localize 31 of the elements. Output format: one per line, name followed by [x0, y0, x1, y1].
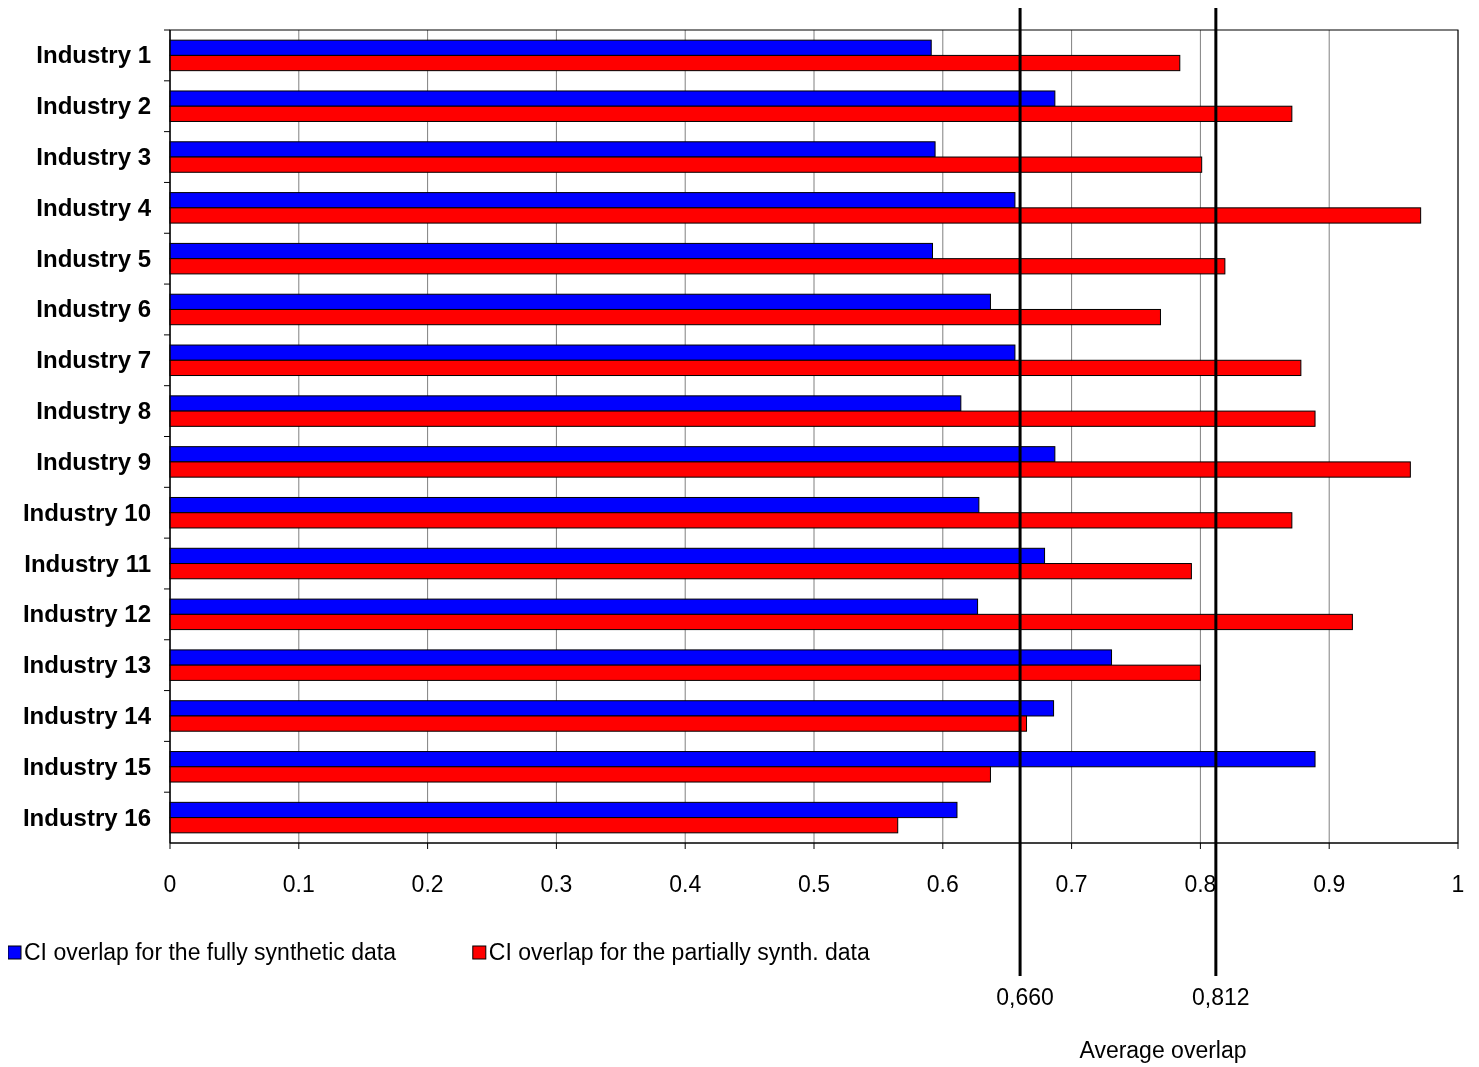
y-tick-label: Industry 2	[36, 92, 151, 120]
y-tick-label: Industry 13	[22, 651, 151, 679]
y-tick-label: Industry 15	[22, 752, 151, 780]
x-tick-label: 1	[1451, 871, 1465, 897]
y-tick-label: Industry 12	[22, 600, 151, 628]
y-tick-label: Industry 16	[22, 803, 151, 831]
y-tick-label: Industry 8	[36, 397, 151, 425]
x-tick-label: 0	[163, 871, 177, 897]
y-tick-label: Industry 3	[36, 143, 151, 171]
ref-line-label: 0,812	[1192, 984, 1250, 1010]
text: Average overlap	[1079, 1037, 1247, 1063]
y-tick-label: Industry 6	[36, 295, 151, 323]
x-tick-label: 0.9	[1313, 871, 1346, 897]
y-tick-label: Industry 7	[36, 346, 151, 374]
y-tick-label: Industry 14	[22, 701, 152, 729]
y-tick-label: Industry 11	[24, 549, 151, 577]
x-tick-label: 0.5	[798, 871, 830, 897]
y-tick-label: Industry 1	[36, 41, 151, 69]
y-tick-label: Industry 10	[22, 498, 151, 526]
x-tick-label: 0.2	[411, 871, 444, 897]
y-tick-label: Industry 5	[36, 244, 151, 272]
y-tick-label: Industry 9	[36, 447, 151, 475]
x-tick-label: 0.1	[282, 871, 315, 897]
ref-line-label: 0,660	[996, 984, 1054, 1010]
x-tick-label: 0.4	[669, 871, 702, 897]
legend-label: CI overlap for the fully synthetic data	[24, 939, 397, 965]
x-tick-label: 0.6	[926, 871, 959, 897]
legend-label: CI overlap for the partially synth. data	[488, 939, 870, 965]
x-tick-label: 0.3	[540, 871, 573, 897]
y-tick-label: Industry 4	[36, 193, 152, 221]
x-tick-label: 0.7	[1055, 871, 1088, 897]
